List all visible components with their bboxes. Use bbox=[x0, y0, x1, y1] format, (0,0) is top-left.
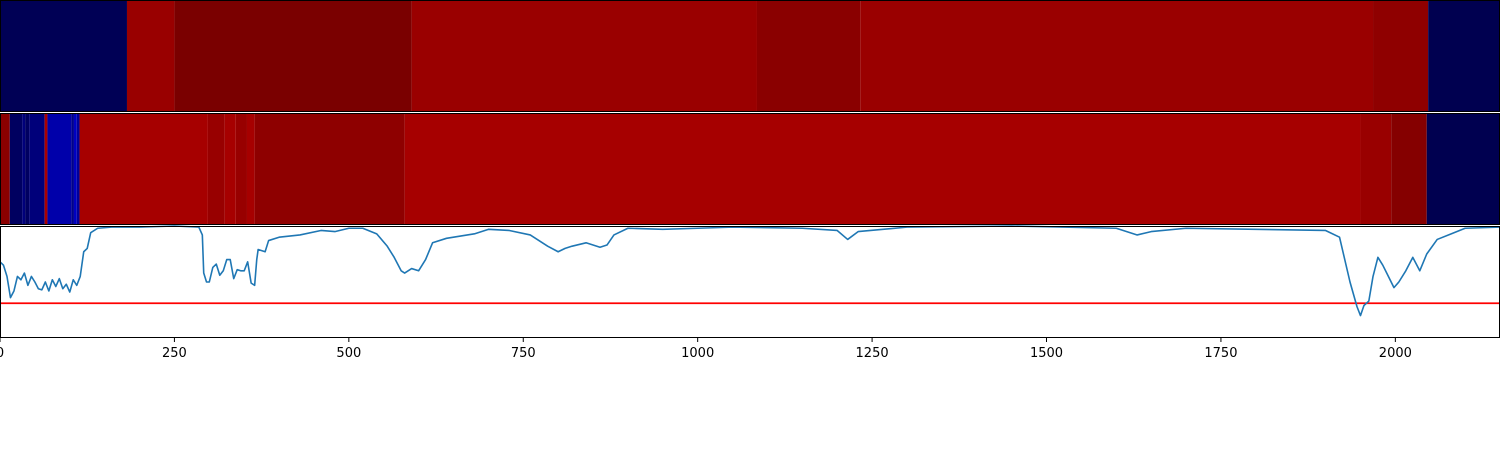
x-tick-label: 0 bbox=[0, 346, 4, 361]
heatmap-2-segment-8 bbox=[74, 113, 77, 225]
x-tick-label: 1250 bbox=[856, 346, 889, 361]
x-tick-label: 500 bbox=[336, 346, 361, 361]
heatmap-2-segment-13 bbox=[236, 113, 247, 225]
middle-heatmap-panel bbox=[0, 113, 1500, 225]
heatmap-2-segment-18 bbox=[1391, 113, 1427, 225]
x-tick-label: 1000 bbox=[681, 346, 714, 361]
heatmap-2-segment-2 bbox=[22, 113, 25, 225]
heatmap-2-segment-0 bbox=[0, 113, 10, 225]
heatmap-2-segment-4 bbox=[29, 113, 44, 225]
heatmap-1-segment-3 bbox=[412, 0, 757, 112]
x-tick-label: 1750 bbox=[1204, 346, 1237, 361]
heatmap-2-segment-6 bbox=[47, 113, 71, 225]
heatmap-1-segment-2 bbox=[174, 0, 411, 112]
heatmap-2-segment-1 bbox=[10, 113, 23, 225]
heatmap-2-segment-3 bbox=[25, 113, 29, 225]
heatmap-2-segment-19 bbox=[1427, 113, 1500, 225]
x-tick-label: 750 bbox=[511, 346, 536, 361]
heatmap-2-segment-16 bbox=[405, 113, 1361, 225]
heatmap-2-segment-15 bbox=[255, 113, 405, 225]
heatmap-1-segment-5 bbox=[860, 0, 1373, 112]
line-plot-background bbox=[0, 226, 1500, 338]
heatmap-1-segment-0 bbox=[0, 0, 127, 112]
x-tick-label: 250 bbox=[162, 346, 187, 361]
heatmap-2-segment-14 bbox=[247, 113, 255, 225]
heatmap-2-segment-12 bbox=[225, 113, 236, 225]
heatmap-2-segment-7 bbox=[71, 113, 74, 225]
heatmap-1-segment-7 bbox=[1428, 0, 1500, 112]
heatmap-1-segment-6 bbox=[1373, 0, 1428, 112]
x-tick-label: 2000 bbox=[1379, 346, 1412, 361]
heatmap-2-segment-17 bbox=[1360, 113, 1391, 225]
heatmap-2-segment-10 bbox=[80, 113, 208, 225]
heatmap-1-segment-4 bbox=[757, 0, 860, 112]
x-axis: 0 250 500 750 1000 1250 1500 1750 2000 bbox=[0, 338, 1412, 361]
heatmap-1-segment-1 bbox=[127, 0, 174, 112]
heatmap-2-segment-9 bbox=[77, 113, 80, 225]
heatmap-2-segment-5 bbox=[45, 113, 48, 225]
heatmap-2-segment-11 bbox=[208, 113, 225, 225]
line-plot-panel bbox=[0, 226, 1500, 338]
top-heatmap-panel bbox=[0, 0, 1500, 112]
x-tick-label: 1500 bbox=[1030, 346, 1063, 361]
